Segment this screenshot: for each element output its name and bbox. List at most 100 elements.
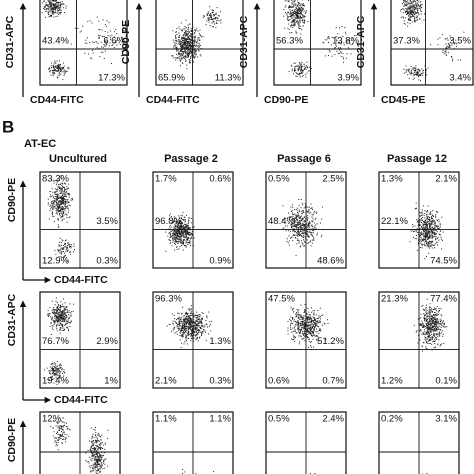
event-dot	[184, 41, 186, 43]
event-dot	[186, 335, 188, 337]
event-dot	[310, 225, 312, 227]
event-dot	[443, 52, 445, 54]
event-dot	[52, 196, 54, 198]
event-dot	[172, 219, 174, 221]
event-dot	[297, 68, 299, 70]
event-dot	[48, 67, 50, 69]
event-dot	[185, 313, 187, 315]
event-dot	[59, 188, 61, 190]
event-dot	[309, 226, 311, 228]
event-dot	[186, 226, 188, 228]
event-dot	[289, 18, 291, 20]
event-dot	[430, 211, 432, 213]
event-dot	[190, 314, 192, 316]
event-dot	[53, 70, 55, 72]
event-dot	[417, 0, 419, 1]
event-dot	[193, 41, 195, 43]
event-dot	[59, 183, 61, 185]
event-dot	[417, 221, 419, 223]
event-dot	[196, 327, 198, 329]
event-dot	[60, 212, 62, 214]
event-dot	[414, 4, 416, 6]
event-dot	[62, 212, 64, 214]
event-dot	[53, 369, 55, 371]
event-dot	[310, 68, 312, 70]
event-dot	[195, 322, 197, 324]
event-dot	[172, 238, 174, 240]
event-dot	[177, 318, 179, 320]
event-dot	[61, 195, 63, 197]
event-dot	[184, 41, 186, 43]
event-dot	[291, 11, 293, 13]
event-dot	[327, 36, 329, 38]
event-dot	[62, 67, 64, 69]
event-dot	[193, 50, 195, 52]
event-dot	[340, 51, 342, 53]
event-dot	[433, 229, 435, 231]
event-dot	[172, 320, 174, 322]
event-dot	[67, 199, 69, 201]
event-dot	[433, 231, 435, 233]
event-dot	[297, 15, 299, 17]
event-dot	[428, 218, 430, 220]
event-dot	[184, 29, 186, 31]
event-dot	[49, 15, 51, 17]
gate-percent: 2.9%	[96, 336, 118, 347]
event-dot	[62, 208, 64, 210]
event-dot	[418, 75, 420, 77]
event-dot	[186, 34, 188, 36]
event-dot	[422, 234, 424, 236]
event-dot	[61, 239, 63, 241]
event-dot	[339, 49, 341, 51]
event-dot	[438, 239, 440, 241]
event-dot	[418, 8, 420, 10]
event-dot	[303, 226, 305, 228]
event-dot	[59, 310, 61, 312]
event-dot	[185, 19, 187, 21]
event-dot	[287, 242, 289, 244]
event-dot	[304, 5, 306, 7]
event-dot	[413, 5, 415, 7]
event-dot	[406, 13, 408, 15]
event-dot	[189, 237, 191, 239]
event-dot	[175, 232, 177, 234]
event-dot	[294, 13, 296, 15]
event-dot	[172, 236, 174, 238]
event-dot	[198, 38, 200, 40]
event-dot	[298, 232, 300, 234]
event-dot	[433, 244, 435, 246]
event-dot	[182, 233, 184, 235]
event-dot	[427, 216, 429, 218]
event-dot	[408, 15, 410, 17]
event-dot	[456, 43, 458, 45]
event-dot	[174, 40, 176, 42]
event-dot	[190, 339, 192, 341]
event-dot	[424, 238, 426, 240]
event-dot	[47, 1, 49, 3]
event-dot	[101, 29, 103, 31]
event-dot	[48, 0, 50, 1]
event-dot	[294, 330, 296, 332]
event-dot	[180, 218, 182, 220]
event-dot	[184, 234, 186, 236]
event-dot	[337, 33, 339, 35]
event-dot	[197, 319, 199, 321]
event-dot	[432, 215, 434, 217]
event-dot	[57, 10, 59, 12]
event-dot	[100, 41, 102, 43]
event-dot	[174, 217, 176, 219]
event-dot	[307, 224, 309, 226]
event-dot	[175, 31, 177, 33]
event-dot	[69, 251, 71, 253]
event-dot	[424, 222, 426, 224]
event-dot	[190, 319, 192, 321]
event-dot	[50, 194, 52, 196]
event-dot	[337, 42, 339, 44]
event-dot	[46, 8, 48, 10]
event-dot	[410, 6, 412, 8]
event-dot	[188, 237, 190, 239]
event-dot	[186, 234, 188, 236]
event-dot	[296, 214, 298, 216]
event-dot	[308, 66, 310, 68]
event-dot	[51, 13, 53, 15]
